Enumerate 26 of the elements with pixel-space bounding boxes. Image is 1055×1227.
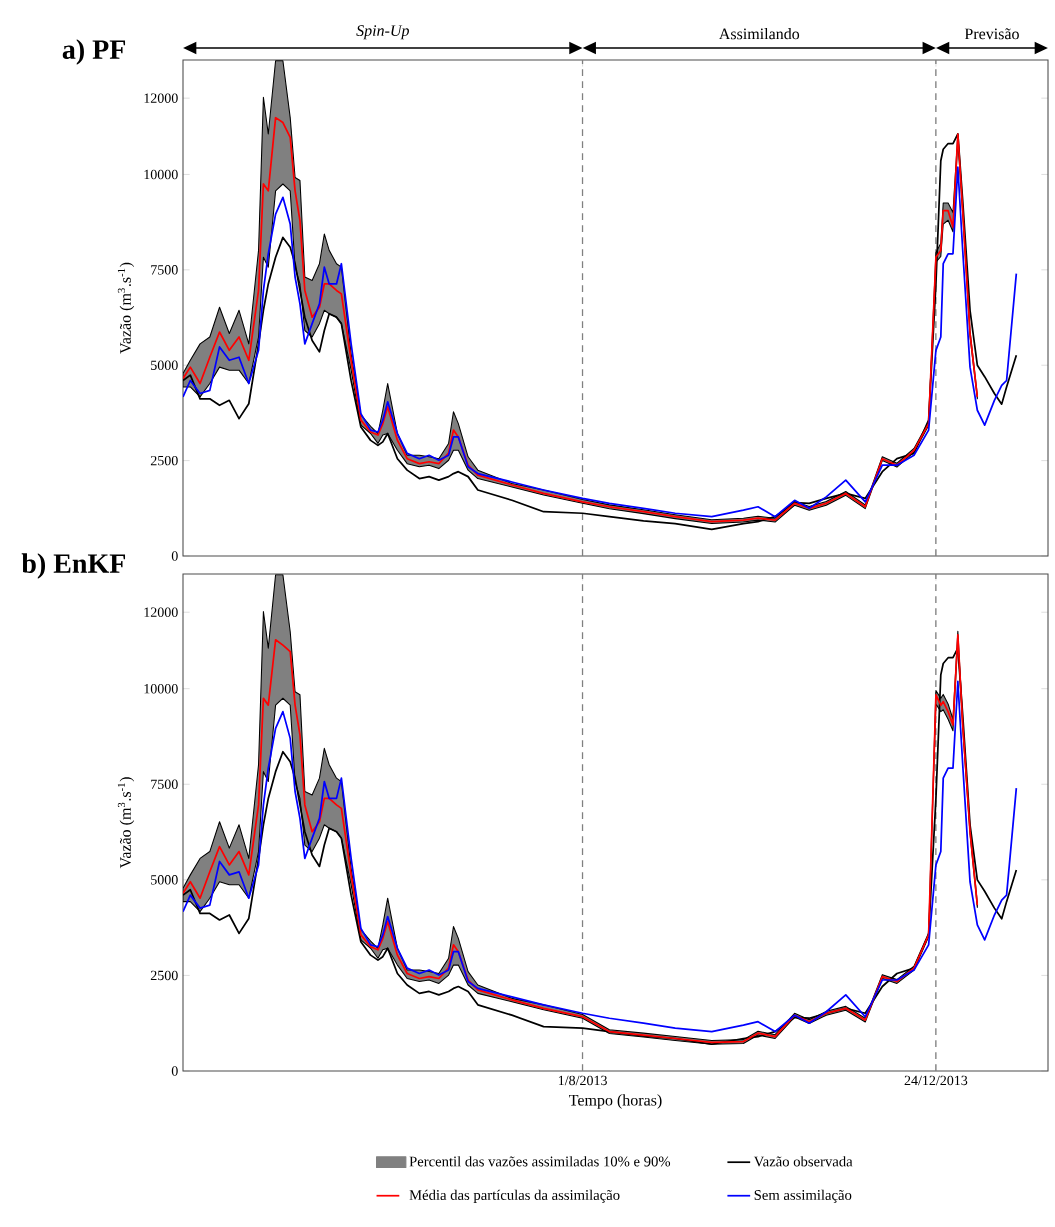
y-tick-label: 12000 [144,607,178,617]
y-tick-label: 0 [171,1066,178,1076]
y-tick-label: 10000 [144,169,178,180]
x-axis-title: Tempo (horas) [569,1094,662,1109]
y-tick-label: 2500 [150,455,178,466]
legend-label: Sem assimilação [754,1189,852,1203]
y-axis-title: Vazão (m$^{3}$.s$^{-1}$) [117,262,135,354]
x-tick-label: 24/12/2013 [904,1075,968,1086]
y-tick-label: 7500 [151,265,178,275]
text: Spin-Up [356,25,409,40]
y-tick-label: 12000 [144,93,178,103]
x-tick-label: 1/8/2013 [558,1075,607,1086]
text: Percentil das vazões assimiladas 10% e 90% [409,1156,671,1167]
y-tick-label: 5000 [151,875,178,885]
legend-label: Vazão observada [753,1156,853,1167]
chart-title: a) PF [62,39,126,65]
y-tick-label: 10000 [144,683,178,694]
y-tick-label: 5000 [151,360,178,370]
legend-label: Média das partículas da assimilação [409,1189,620,1203]
y-axis-title: Vazão (m$^{3}$.s$^{-1}$) [117,777,135,869]
y-tick-label: 0 [171,551,178,561]
text: Assimilando [718,28,800,40]
y-tick-label: 7500 [151,779,178,789]
chart-title: b) EnKF [21,553,126,579]
y-tick-label: 2500 [150,970,178,981]
text: Previsão [964,28,1019,40]
